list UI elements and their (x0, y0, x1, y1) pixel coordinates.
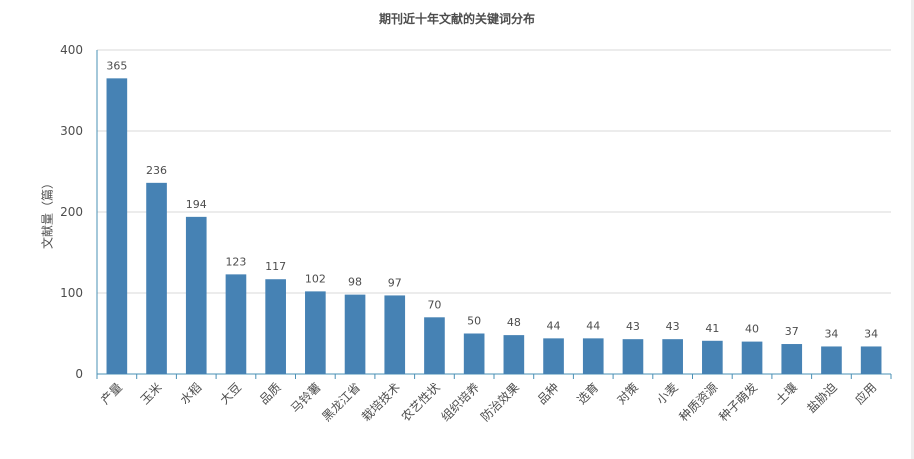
bar (463, 333, 485, 374)
y-tick-label: 0 (75, 367, 83, 381)
bar (781, 344, 803, 374)
x-tick-label: 马铃薯 (287, 380, 323, 416)
y-tick-label: 200 (60, 205, 83, 219)
data-label: 43 (626, 320, 640, 333)
x-tick-label: 玉米 (138, 380, 165, 407)
bar (503, 335, 525, 374)
data-label: 34 (864, 327, 878, 340)
data-label: 117 (265, 260, 286, 273)
x-tick-label: 组织培养 (438, 380, 483, 425)
bar (582, 338, 604, 374)
data-label: 40 (745, 323, 759, 336)
bar (662, 339, 683, 374)
x-tick-label: 栽培技术 (358, 380, 403, 425)
bar (424, 317, 445, 374)
data-label: 37 (785, 325, 799, 338)
bar (543, 338, 564, 374)
bar (265, 279, 286, 374)
data-label: 236 (146, 164, 167, 177)
data-label: 48 (507, 316, 521, 329)
bar (860, 346, 882, 374)
y-tick-label: 300 (60, 124, 83, 138)
data-label: 50 (467, 315, 481, 328)
bar (622, 339, 644, 374)
bar (146, 182, 167, 374)
bar (384, 295, 406, 374)
window-edge (911, 0, 914, 459)
data-label: 365 (106, 59, 127, 72)
data-label: 41 (705, 322, 719, 335)
y-tick-label: 100 (60, 286, 83, 300)
bar (106, 78, 128, 374)
bar (225, 274, 247, 374)
data-label: 44 (586, 319, 600, 332)
bar (821, 346, 842, 374)
x-tick-label: 水稻 (177, 380, 204, 407)
x-tick-label: 防治效果 (477, 380, 522, 425)
data-label: 44 (547, 319, 561, 332)
data-label: 194 (186, 198, 207, 211)
x-tick-label: 品种 (535, 380, 562, 407)
bar (702, 340, 723, 374)
data-label: 123 (225, 255, 246, 268)
x-tick-label: 对策 (614, 380, 641, 407)
x-tick-label: 应用 (852, 380, 880, 408)
x-tick-label: 品质 (257, 380, 284, 407)
data-label: 34 (824, 327, 838, 340)
data-label: 43 (666, 320, 680, 333)
chart-title: 期刊近十年文献的关键词分布 (378, 12, 535, 26)
x-tick-label: 小麦 (654, 380, 681, 407)
y-tick-label: 400 (60, 43, 83, 57)
data-label: 102 (305, 272, 326, 285)
x-tick-label: 种质资源 (677, 380, 721, 424)
x-tick-label: 盐胁迫 (803, 380, 839, 416)
x-tick-label: 土壤 (772, 380, 800, 408)
x-tick-label: 选育 (574, 380, 602, 408)
x-tick-label: 产量 (98, 380, 125, 407)
x-tick-label: 种子萌发 (716, 380, 761, 425)
data-label: 98 (348, 276, 362, 289)
data-label: 97 (388, 276, 402, 289)
bar (344, 294, 366, 374)
data-label: 70 (427, 298, 441, 311)
x-tick-label: 大豆 (217, 380, 244, 407)
bar (305, 291, 326, 374)
x-tick-label: 农艺性状 (399, 380, 443, 424)
bar (185, 216, 207, 374)
x-tick-label: 黑龙江省 (319, 380, 363, 424)
bar (741, 341, 763, 374)
